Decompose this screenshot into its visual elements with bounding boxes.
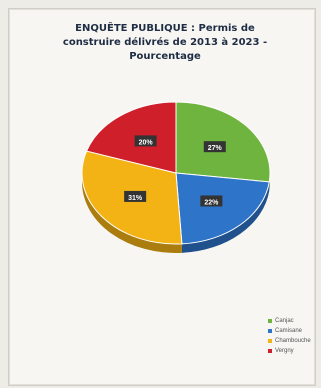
pie-slice-camisane	[175, 172, 270, 245]
pie-slice-vergny	[85, 101, 177, 174]
data-label-canjac: 27%	[203, 141, 226, 153]
legend-label: Canjac	[275, 318, 294, 324]
pie-side-camisane	[181, 181, 270, 253]
legend-label: Chambouche	[275, 338, 311, 344]
legend-label: Camisane	[275, 328, 303, 334]
legend-swatch	[268, 349, 272, 353]
legend-item-camisane: Camisane	[268, 326, 311, 336]
legend-swatch	[268, 329, 272, 333]
svg-text:22%: 22%	[204, 199, 219, 206]
data-label-camisane: 22%	[200, 195, 223, 207]
chart-title-line-1: ENQUÊTE PUBLIQUE : Permis de	[75, 23, 255, 34]
chart-title-line-2: construire délivrés de 2013 à 2023 -	[62, 37, 268, 48]
legend-swatch	[268, 319, 272, 323]
svg-text:20%: 20%	[139, 139, 154, 146]
legend-swatch	[268, 339, 272, 343]
legend-item-canjac: Canjac	[268, 316, 311, 326]
chart-legend: Canjac Camisane Chambouche Vergny	[268, 316, 311, 356]
svg-text:31%: 31%	[128, 195, 143, 202]
legend-item-chambouche: Chambouche	[268, 336, 311, 346]
chart-title: ENQUÊTE PUBLIQUE : Permis de construire …	[40, 22, 290, 64]
legend-item-vergny: Vergny	[268, 346, 311, 356]
pie-side-chambouche	[82, 173, 182, 253]
svg-text:27%: 27%	[208, 145, 223, 152]
legend-label: Vergny	[275, 348, 294, 354]
data-label-chambouche: 31%	[124, 190, 147, 202]
chart-title-line-3: Pourcentage	[129, 51, 201, 62]
data-label-vergny: 20%	[134, 135, 157, 147]
